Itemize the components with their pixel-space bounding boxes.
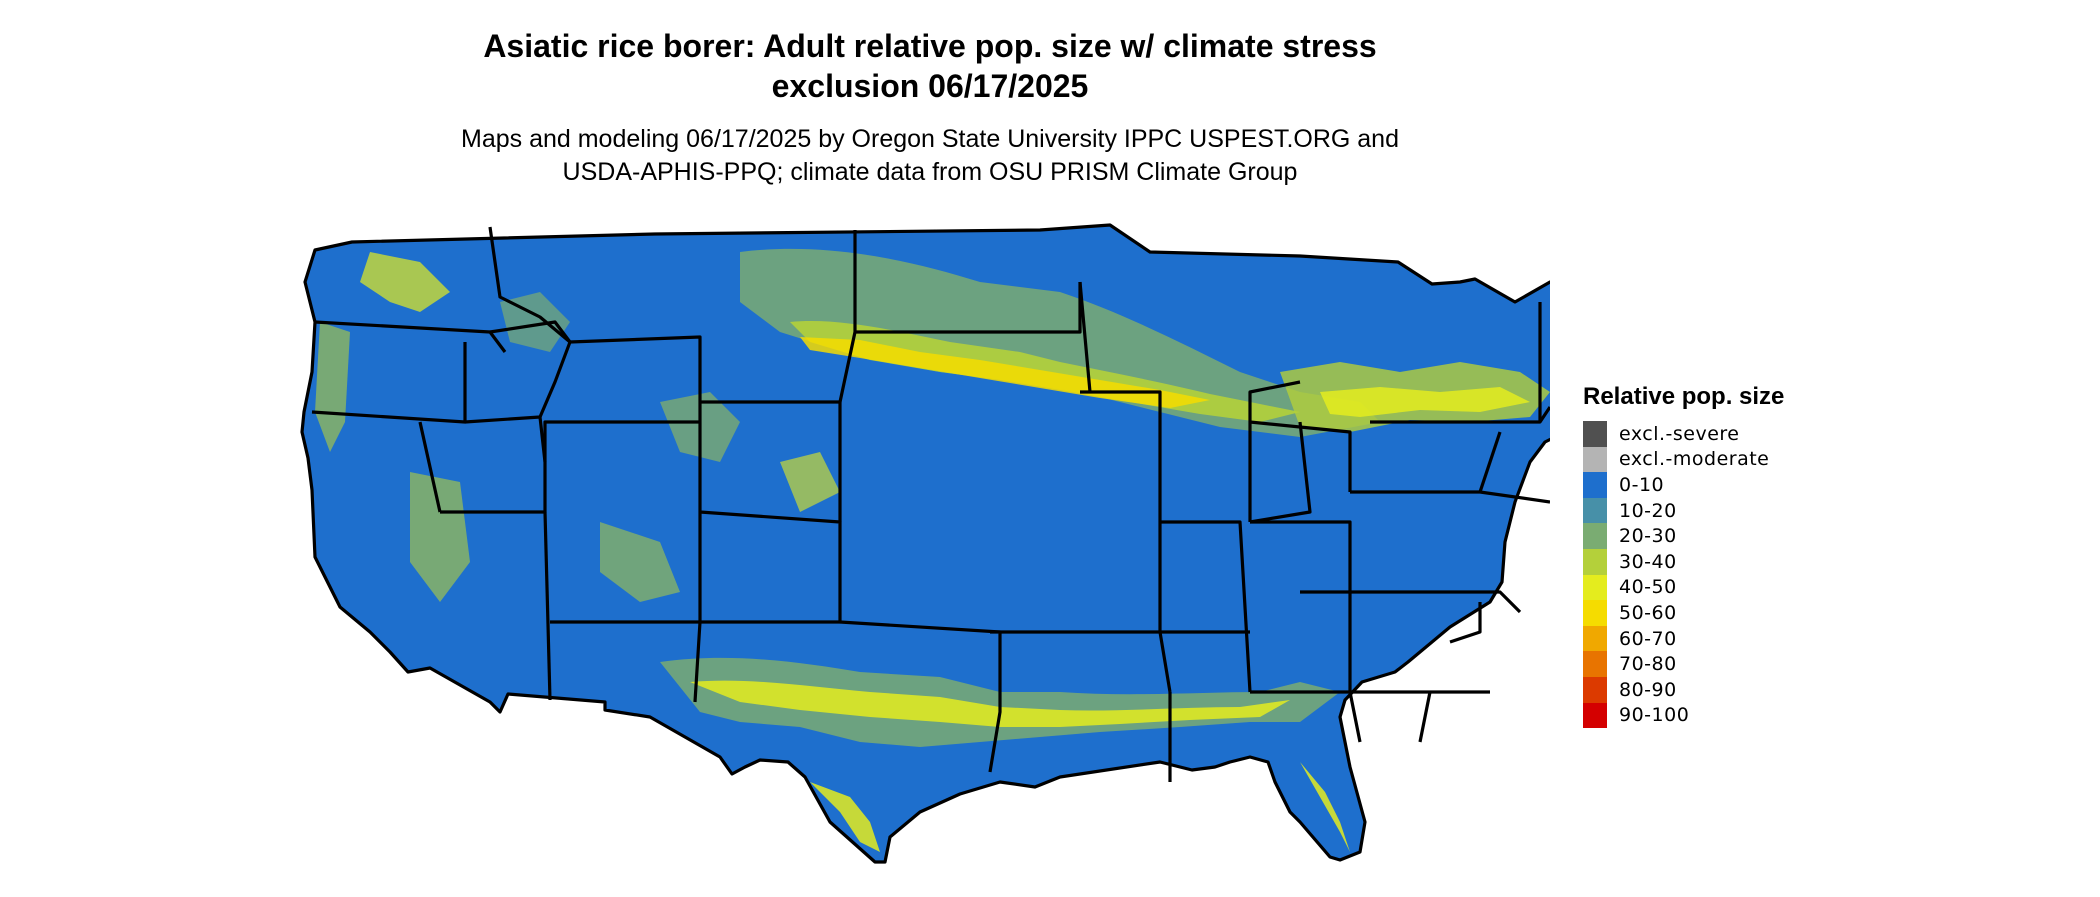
legend-item: 70-80 [1583, 651, 1843, 677]
legend-label: 0-10 [1619, 473, 1665, 496]
legend-swatch [1583, 421, 1607, 447]
legend-swatch [1583, 651, 1607, 677]
legend-swatch [1583, 446, 1607, 473]
legend-swatch [1583, 676, 1607, 703]
state-borders [300, 223, 1627, 864]
legend-item: excl.-severe [1583, 421, 1843, 447]
legend-item: 30-40 [1583, 548, 1843, 575]
legend-item: 0-10 [1583, 472, 1843, 498]
legend-item: excl.-moderate [1583, 446, 1843, 473]
legend-label: 10-20 [1619, 499, 1677, 522]
legend-item: 50-60 [1583, 600, 1843, 626]
map-subtitle-line-2: USDA-APHIS-PPQ; climate data from OSU PR… [562, 158, 1298, 186]
legend-label: 70-80 [1619, 653, 1677, 676]
map-subtitle-line-1: Maps and modeling 06/17/2025 by Oregon S… [461, 125, 1399, 153]
legend-label: 40-50 [1619, 576, 1677, 599]
suitability-layer [302, 225, 1625, 862]
us-map [300, 222, 1627, 892]
legend-swatch [1583, 497, 1607, 524]
legend-swatch [1583, 472, 1607, 498]
legend-label: 50-60 [1619, 601, 1677, 624]
legend-swatch [1583, 600, 1607, 626]
map-title-line-1: Asiatic rice borer: Adult relative pop. … [483, 28, 1377, 64]
legend-item: 20-30 [1583, 523, 1843, 549]
legend-label: 20-30 [1619, 525, 1677, 548]
legend: Relative pop. size excl.-severe excl.-mod… [1583, 383, 1843, 729]
legend-swatch [1583, 548, 1607, 575]
legend-item: 80-90 [1583, 676, 1843, 703]
legend-label: 90-100 [1619, 704, 1690, 727]
legend-label: 30-40 [1619, 550, 1677, 573]
us-map-svg [300, 223, 1627, 864]
legend-item: 40-50 [1583, 574, 1843, 601]
map-title-line-2: exclusion 06/17/2025 [771, 68, 1089, 104]
legend-item: 10-20 [1583, 497, 1843, 524]
legend-item: 90-100 [1583, 702, 1843, 729]
legend-swatch [1583, 523, 1607, 549]
legend-items: excl.-severe excl.-moderate 0-10 10-20 20-30… [1583, 421, 1843, 729]
legend-swatch [1583, 702, 1607, 729]
legend-title: Relative pop. size [1583, 383, 1785, 410]
legend-swatch [1583, 574, 1607, 601]
legend-item: 60-70 [1583, 625, 1843, 652]
legend-label: excl.-severe [1619, 422, 1740, 445]
legend-label: excl.-moderate [1619, 448, 1770, 471]
legend-swatch [1583, 625, 1607, 652]
legend-label: 80-90 [1619, 678, 1677, 701]
legend-label: 60-70 [1619, 627, 1677, 650]
